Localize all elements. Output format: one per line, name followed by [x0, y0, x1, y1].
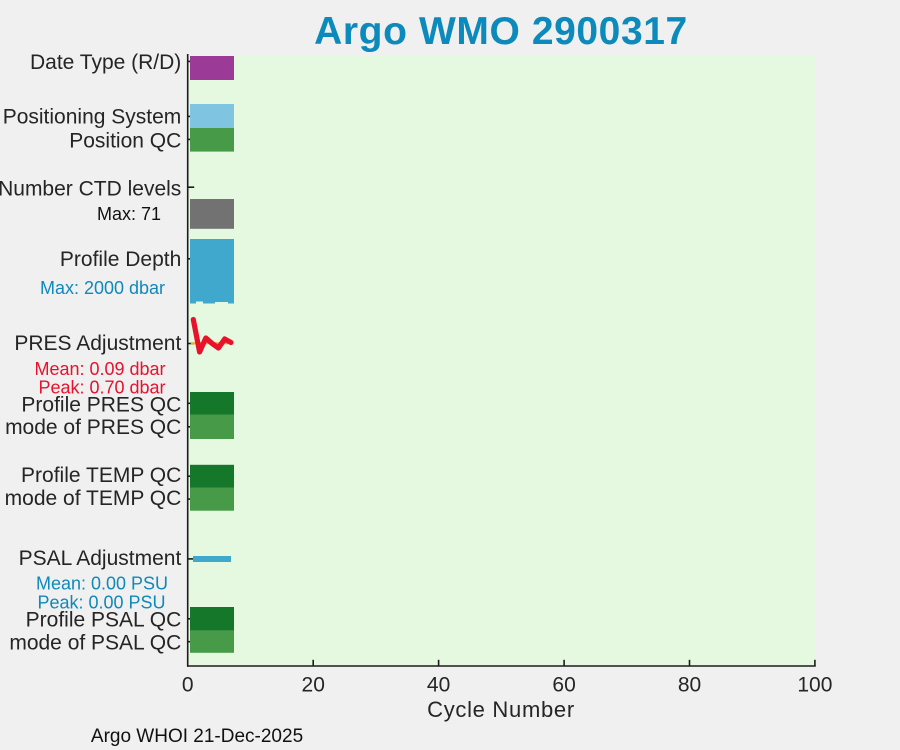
svg-text:mode of PRES QC: mode of PRES QC	[5, 416, 181, 439]
svg-text:Profile Depth: Profile Depth	[60, 248, 181, 271]
svg-text:PSAL Adjustment: PSAL Adjustment	[19, 547, 182, 570]
svg-text:40: 40	[427, 673, 450, 696]
svg-text:80: 80	[678, 673, 701, 696]
svg-text:Profile PRES QC: Profile PRES QC	[21, 394, 181, 417]
svg-text:Peak: 0.00 PSU: Peak: 0.00 PSU	[37, 592, 165, 612]
svg-text:Mean: 0.00 PSU: Mean: 0.00 PSU	[36, 573, 168, 593]
svg-text:Position QC: Position QC	[69, 129, 181, 152]
svg-text:Profile TEMP QC: Profile TEMP QC	[21, 464, 181, 487]
svg-text:Argo WMO 2900317: Argo WMO 2900317	[314, 10, 688, 53]
svg-text:Cycle Number: Cycle Number	[427, 697, 575, 722]
svg-text:60: 60	[552, 673, 575, 696]
svg-text:0: 0	[182, 673, 194, 696]
svg-text:mode of TEMP QC: mode of TEMP QC	[5, 487, 182, 510]
svg-text:20: 20	[302, 673, 325, 696]
svg-text:Profile PSAL QC: Profile PSAL QC	[26, 609, 182, 632]
svg-text:PRES Adjustment: PRES Adjustment	[14, 332, 181, 355]
svg-text:Positioning System: Positioning System	[3, 105, 182, 128]
svg-text:mode of PSAL QC: mode of PSAL QC	[9, 631, 181, 654]
svg-text:Max: 2000 dbar: Max: 2000 dbar	[40, 278, 165, 298]
svg-text:Peak: 0.70 dbar: Peak: 0.70 dbar	[38, 378, 165, 398]
svg-text:Date Type (R/D): Date Type (R/D)	[30, 51, 181, 74]
svg-text:Max: 71: Max: 71	[97, 204, 161, 224]
svg-text:Argo WHOI 21-Dec-2025: Argo WHOI 21-Dec-2025	[91, 726, 303, 747]
svg-text:Mean: 0.09 dbar: Mean: 0.09 dbar	[34, 359, 165, 379]
svg-text:Number CTD levels: Number CTD levels	[0, 177, 181, 200]
svg-text:100: 100	[797, 673, 832, 696]
